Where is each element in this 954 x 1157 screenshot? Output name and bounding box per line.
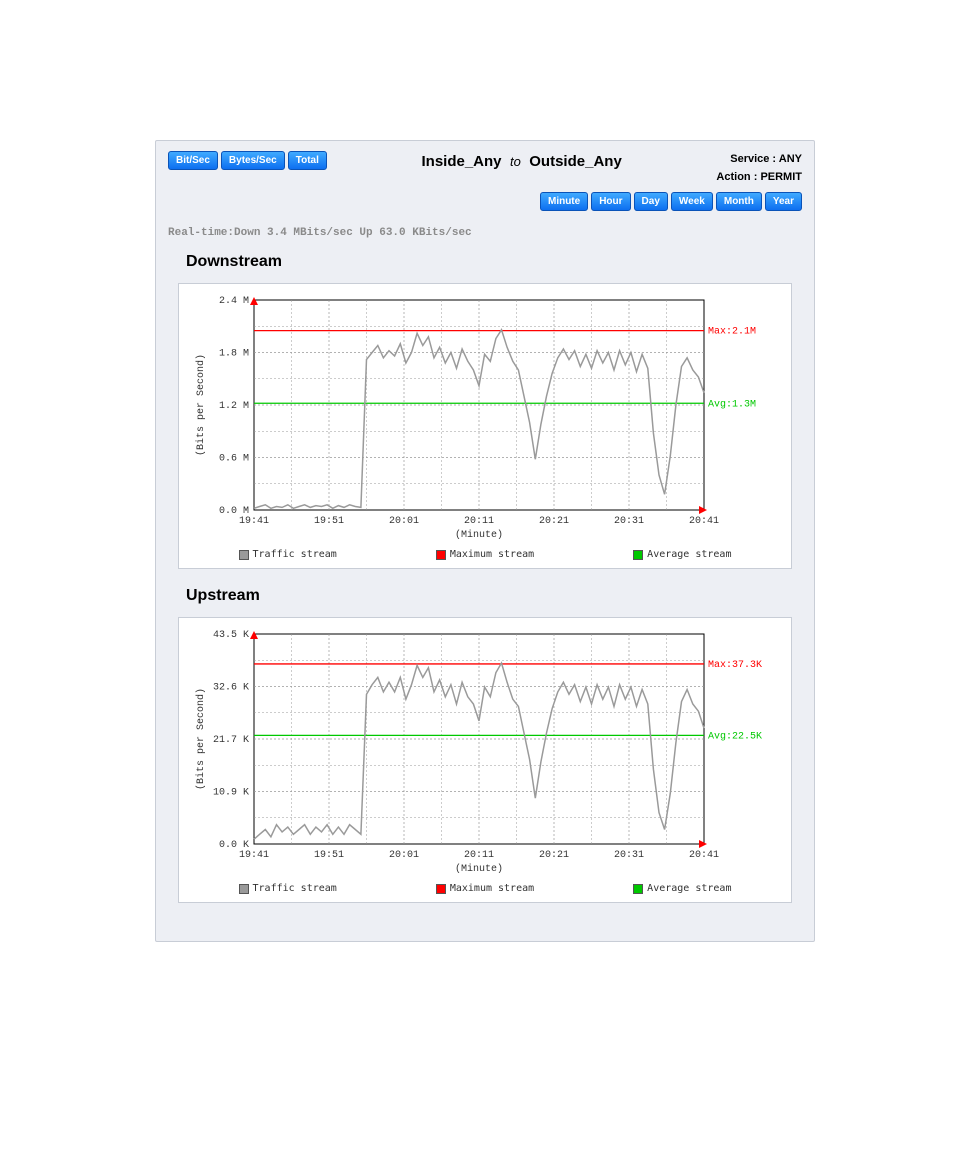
downstream-card: 0.0 M0.6 M1.2 M1.8 M2.4 M19:4119:5120:01… bbox=[178, 283, 792, 569]
svg-text:20:21: 20:21 bbox=[539, 516, 569, 527]
svg-text:19:41: 19:41 bbox=[239, 850, 269, 861]
action-label: Action : bbox=[716, 171, 757, 183]
upstream-chart: 0.0 K10.9 K21.7 K32.6 K43.5 K19:4119:512… bbox=[189, 626, 781, 877]
svg-text:20:21: 20:21 bbox=[539, 850, 569, 861]
svg-text:21.7 K: 21.7 K bbox=[213, 735, 249, 746]
svg-text:1.2 M: 1.2 M bbox=[219, 401, 249, 412]
legend-avg: Average stream bbox=[633, 883, 731, 894]
svg-text:20:31: 20:31 bbox=[614, 516, 644, 527]
svg-text:19:51: 19:51 bbox=[314, 516, 344, 527]
service-label: Service : bbox=[730, 153, 776, 165]
unit-buttons: Bit/Sec Bytes/Sec Total bbox=[168, 151, 327, 170]
svg-text:10.9 K: 10.9 K bbox=[213, 788, 249, 799]
upstream-legend: Traffic stream Maximum stream Average st… bbox=[189, 883, 781, 894]
title-to-word: to bbox=[510, 154, 521, 169]
meta-block: Service : ANY Action : PERMIT bbox=[716, 151, 802, 186]
title-area: Inside_Any to Outside_Any bbox=[337, 153, 707, 171]
traffic-panel: Bit/Sec Bytes/Sec Total Inside_Any to Ou… bbox=[155, 140, 815, 942]
unit-bit-sec-button[interactable]: Bit/Sec bbox=[168, 151, 218, 170]
time-month-button[interactable]: Month bbox=[716, 192, 762, 211]
legend-traffic: Traffic stream bbox=[239, 549, 337, 560]
svg-text:(Minute): (Minute) bbox=[455, 863, 503, 874]
downstream-legend: Traffic stream Maximum stream Average st… bbox=[189, 549, 781, 560]
downstream-chart: 0.0 M0.6 M1.2 M1.8 M2.4 M19:4119:5120:01… bbox=[189, 292, 781, 543]
svg-text:20:01: 20:01 bbox=[389, 516, 419, 527]
top-row: Bit/Sec Bytes/Sec Total Inside_Any to Ou… bbox=[168, 151, 802, 186]
svg-text:20:01: 20:01 bbox=[389, 850, 419, 861]
action-value: PERMIT bbox=[760, 171, 802, 183]
svg-text:20:11: 20:11 bbox=[464, 850, 494, 861]
unit-bytes-sec-button[interactable]: Bytes/Sec bbox=[221, 151, 285, 170]
unit-total-button[interactable]: Total bbox=[288, 151, 327, 170]
svg-text:Avg:1.3M: Avg:1.3M bbox=[708, 399, 756, 410]
upstream-card: 0.0 K10.9 K21.7 K32.6 K43.5 K19:4119:512… bbox=[178, 617, 792, 903]
svg-text:Max:2.1M: Max:2.1M bbox=[708, 327, 756, 338]
service-value: ANY bbox=[779, 153, 802, 165]
title-to: Outside_Any bbox=[529, 153, 622, 170]
svg-text:1.8 M: 1.8 M bbox=[219, 349, 249, 360]
legend-max: Maximum stream bbox=[436, 883, 534, 894]
svg-text:20:31: 20:31 bbox=[614, 850, 644, 861]
upstream-title: Upstream bbox=[186, 587, 802, 605]
svg-text:20:41: 20:41 bbox=[689, 516, 719, 527]
time-minute-button[interactable]: Minute bbox=[540, 192, 588, 211]
legend-traffic: Traffic stream bbox=[239, 883, 337, 894]
svg-text:20:11: 20:11 bbox=[464, 516, 494, 527]
svg-text:19:51: 19:51 bbox=[314, 850, 344, 861]
svg-text:(Bits per Second): (Bits per Second) bbox=[195, 688, 207, 790]
time-year-button[interactable]: Year bbox=[765, 192, 802, 211]
svg-text:Avg:22.5K: Avg:22.5K bbox=[708, 732, 762, 743]
svg-text:19:41: 19:41 bbox=[239, 516, 269, 527]
time-week-button[interactable]: Week bbox=[671, 192, 713, 211]
svg-text:(Minute): (Minute) bbox=[455, 529, 503, 540]
downstream-title: Downstream bbox=[186, 253, 802, 271]
legend-avg: Average stream bbox=[633, 549, 731, 560]
svg-text:Max:37.3K: Max:37.3K bbox=[708, 660, 762, 671]
svg-text:2.4 M: 2.4 M bbox=[219, 296, 249, 307]
svg-text:43.5 K: 43.5 K bbox=[213, 630, 249, 641]
time-day-button[interactable]: Day bbox=[634, 192, 668, 211]
svg-text:(Bits per Second): (Bits per Second) bbox=[195, 354, 207, 456]
svg-text:0.6 M: 0.6 M bbox=[219, 454, 249, 465]
svg-text:20:41: 20:41 bbox=[689, 850, 719, 861]
time-buttons: Minute Hour Day Week Month Year bbox=[168, 192, 802, 211]
realtime-text: Real-time:Down 3.4 MBits/sec Up 63.0 KBi… bbox=[168, 227, 802, 239]
title-from: Inside_Any bbox=[421, 153, 501, 170]
legend-max: Maximum stream bbox=[436, 549, 534, 560]
time-hour-button[interactable]: Hour bbox=[591, 192, 630, 211]
svg-text:32.6 K: 32.6 K bbox=[213, 683, 249, 694]
